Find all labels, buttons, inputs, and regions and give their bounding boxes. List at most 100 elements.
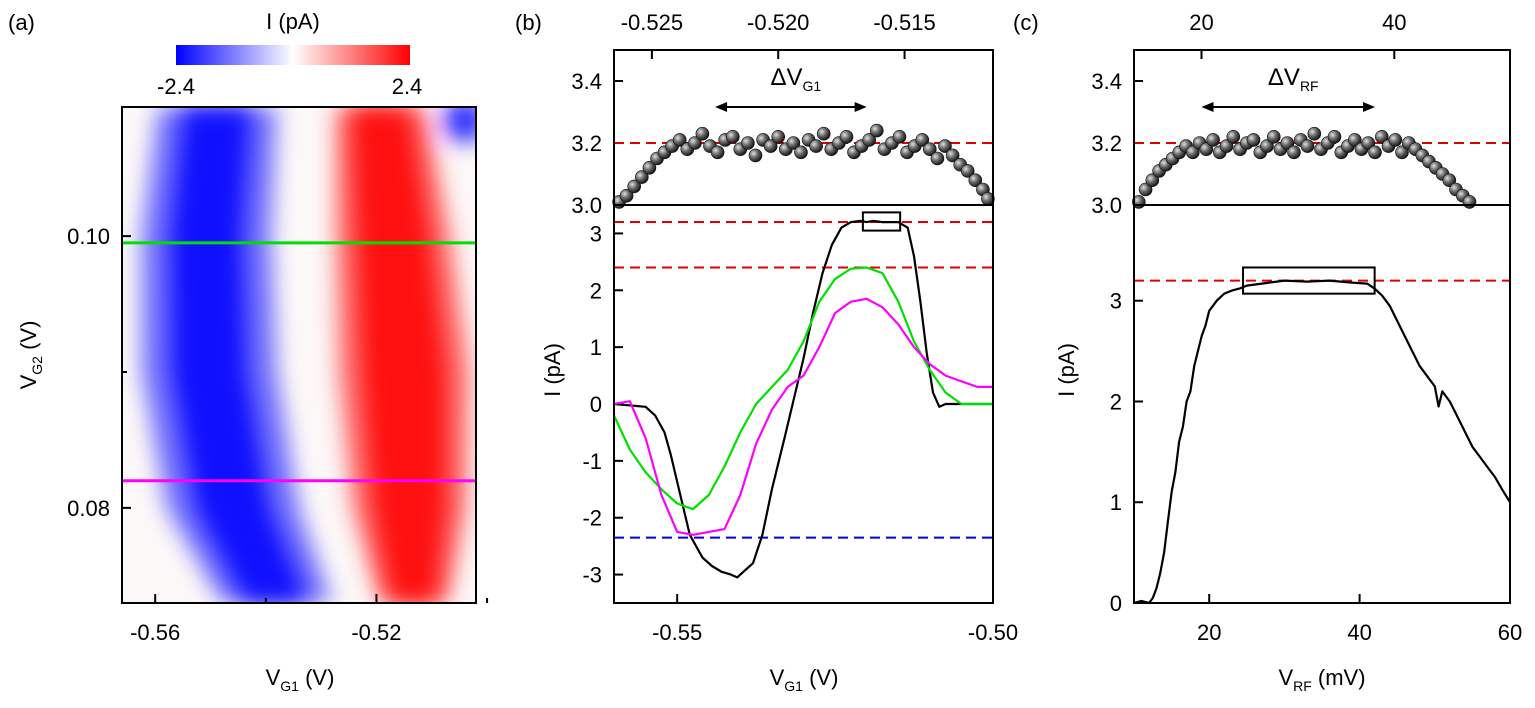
panel-c-traces: 20 40 3.0 3.2 3.4 ΔVRF 20 40 60 0 1 2 3 VRF (mV) I … xyxy=(1054,10,1522,694)
b-top-y-tick-label: 3.0 xyxy=(571,193,602,218)
c-y-tick-label: 1 xyxy=(1110,490,1122,515)
b-top-tick-label: -0.525 xyxy=(621,10,683,35)
b-data-point xyxy=(960,164,975,178)
colorbar-max-label: 2.4 xyxy=(392,74,423,99)
b-data-point xyxy=(634,170,649,184)
panel-b-frame xyxy=(613,49,994,604)
b-width-arrow-head-right xyxy=(854,102,867,112)
c-data-point xyxy=(1145,173,1160,187)
b-data-point xyxy=(794,145,808,160)
c-data-point xyxy=(1267,130,1281,144)
c-data-point xyxy=(1280,136,1295,150)
c-data-point xyxy=(1327,130,1342,144)
b-y-tick-label: -1 xyxy=(582,449,602,474)
c-data-point xyxy=(1348,133,1362,147)
b-y-tick-label: 3 xyxy=(590,221,602,246)
y-tick-label-a: 0.08 xyxy=(67,496,110,521)
colorbar-min-label: -2.4 xyxy=(157,74,195,99)
b-data-point xyxy=(922,142,937,156)
b-data-point xyxy=(771,130,786,144)
b-x-tick-label: -0.50 xyxy=(968,620,1018,645)
y-axis-label-c: I (pA) xyxy=(1054,343,1079,397)
b-top-y-tick-label: 3.2 xyxy=(571,131,602,156)
c-width-arrow-head-right xyxy=(1363,102,1376,112)
b-data-point xyxy=(672,133,687,147)
panel-c-label: (c) xyxy=(1013,10,1039,35)
b-y-tick-label: -3 xyxy=(582,563,602,588)
b-y-tick-label: -2 xyxy=(582,506,602,531)
c-data-point xyxy=(1368,145,1382,160)
b-series-green xyxy=(613,266,993,511)
x-axis-label-b: VG1 (V) xyxy=(770,665,839,694)
b-data-point xyxy=(809,139,823,153)
c-y-tick-label: 2 xyxy=(1110,389,1122,414)
colorbar xyxy=(176,45,410,65)
c-data-point xyxy=(1442,173,1457,187)
heatmap-frame xyxy=(121,106,477,604)
b-y-tick-label: 2 xyxy=(590,278,602,303)
y-tick-label-a: 0.10 xyxy=(67,224,110,249)
c-top-y-tick-label: 3.2 xyxy=(1091,131,1122,156)
c-data-point xyxy=(1246,133,1261,147)
panel-a-heatmap: I (pA) -2.4 2.4 -0.56 -0.52 0.10 0.08 VG1 (… xyxy=(16,9,489,694)
c-data-point xyxy=(1300,139,1315,153)
negative-region xyxy=(170,107,308,603)
b-width-label: ΔVG1 xyxy=(770,64,821,94)
b-data-point xyxy=(968,173,983,187)
b-data-point xyxy=(869,123,884,138)
c-y-tick-label: 3 xyxy=(1110,289,1122,314)
b-data-point xyxy=(688,136,702,150)
b-data-point xyxy=(892,130,907,144)
b-series-magenta xyxy=(613,297,993,536)
c-data-point xyxy=(1219,139,1234,153)
b-data-point xyxy=(816,126,831,141)
b-data-point xyxy=(710,145,725,160)
c-top-y-tick-label: 3.0 xyxy=(1091,193,1122,218)
c-data-point xyxy=(1260,139,1274,153)
colorbar-title: I (pA) xyxy=(266,9,320,34)
c-x-tick-label: 60 xyxy=(1498,620,1522,645)
b-data-point xyxy=(627,179,642,194)
c-data-point xyxy=(1462,195,1477,209)
b-data-point xyxy=(748,148,763,163)
b-data-point xyxy=(725,130,740,144)
c-data-point xyxy=(1138,182,1153,197)
b-data-point xyxy=(862,133,877,147)
c-width-arrow-head-left xyxy=(1201,102,1214,112)
b-data-point xyxy=(642,161,657,175)
b-data-point xyxy=(930,151,945,166)
x-tick-label-a: -0.52 xyxy=(351,620,401,645)
c-plateau-box xyxy=(1242,266,1376,295)
b-series-black xyxy=(613,219,993,579)
panel-b-traces: -0.525 -0.520 -0.515 3.0 3.2 3.4 ΔVG1 -0.55 -0.… xyxy=(540,10,1018,694)
c-data-point xyxy=(1226,130,1241,144)
y-axis-label-b: I (pA) xyxy=(540,343,565,397)
c-y-tick-label: 0 xyxy=(1110,591,1122,616)
b-data-point xyxy=(763,139,778,153)
b-data-point xyxy=(915,133,930,147)
c-top-tick-label: 40 xyxy=(1382,10,1406,35)
c-width-label: ΔVRF xyxy=(1268,64,1319,94)
b-width-arrow-head-left xyxy=(715,102,728,112)
positive-region xyxy=(351,107,447,603)
b-data-point xyxy=(938,139,952,153)
b-top-y-tick-label: 3.4 xyxy=(571,69,602,94)
c-data-point xyxy=(1199,142,1214,156)
b-y-tick-label: 0 xyxy=(590,392,602,417)
b-data-point xyxy=(741,136,755,150)
panel-c-frame xyxy=(1133,49,1511,604)
corner-negative-blip xyxy=(442,107,476,143)
c-series-black xyxy=(1133,279,1511,605)
x-axis-label-a: VG1 (V) xyxy=(266,665,335,694)
c-x-tick-label: 40 xyxy=(1347,620,1371,645)
panel-b-label: (b) xyxy=(515,10,542,35)
c-top-y-tick-label: 3.4 xyxy=(1091,69,1122,94)
x-tick-label-a: -0.56 xyxy=(130,620,180,645)
c-data-point xyxy=(1388,133,1403,147)
b-top-tick-label: -0.515 xyxy=(873,10,935,35)
c-x-tick-label: 20 xyxy=(1197,620,1221,645)
c-data-point xyxy=(1395,145,1409,160)
c-data-point xyxy=(1307,126,1322,141)
y-axis-label-a: VG2 (V) xyxy=(16,321,45,390)
